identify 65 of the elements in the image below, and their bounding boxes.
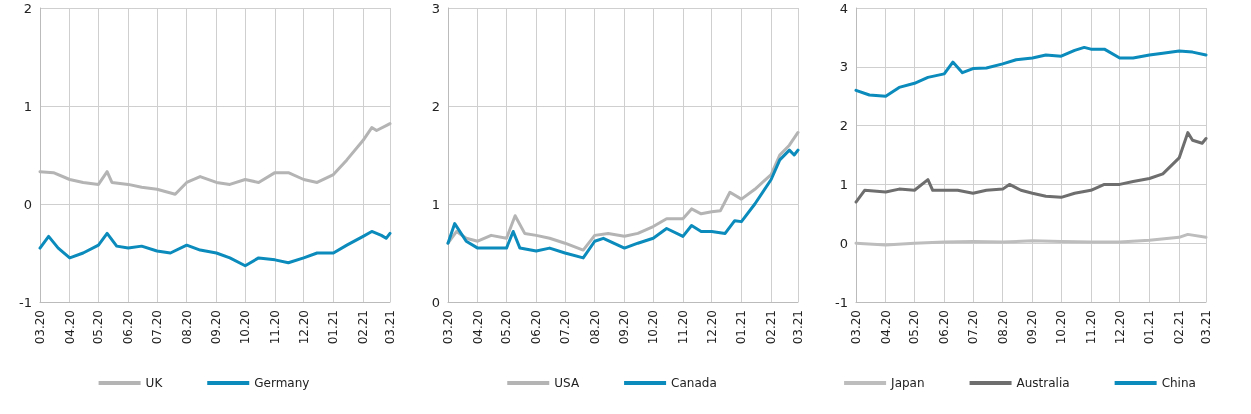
x-tick-label: 03.20 [849,310,863,345]
x-tick-label: 10.20 [238,310,253,345]
legend-label: USA [554,376,580,390]
y-tick-label: 3 [839,59,848,75]
x-tick-label: 07.20 [965,310,980,345]
x-tick-label: 07.20 [557,310,572,345]
x-tick-label: 04.20 [878,310,893,345]
x-tick-label: 10.20 [1054,310,1069,345]
x-tick-label: 12.20 [704,310,719,345]
y-tick-label: 3 [431,0,440,16]
x-tick-label: 09.20 [1025,310,1040,345]
line-series [38,229,392,268]
x-tick-label: 05.20 [907,310,922,345]
y-tick-label: 0 [23,196,32,212]
x-tick-label: 03.20 [441,310,455,345]
line-series [854,131,1208,204]
y-tick-label: 4 [839,0,848,16]
line-series [854,45,1208,98]
x-tick-label: 11.20 [1083,310,1098,345]
line-series [446,148,800,260]
x-tick-label: 08.20 [587,310,602,345]
legend-label: UK [145,376,164,390]
legend-label: Germany [254,376,310,390]
y-tick-label: 1 [839,176,848,192]
x-tick-label: 08.20 [995,310,1010,345]
x-tick-label: 09.20 [209,310,224,345]
x-tick-label: 10.20 [646,310,661,345]
x-tick-label: 06.20 [529,310,544,345]
legend-label: Canada [671,376,717,390]
x-tick-label: 05.20 [499,310,514,345]
y-tick-label: -1 [835,294,848,310]
x-tick-label: 03.21 [1199,310,1213,345]
y-tick-label: 2 [839,118,848,134]
x-tick-label: 05.20 [91,310,106,345]
x-tick-label: 04.20 [470,310,485,345]
legend-label: China [1161,376,1196,390]
x-tick-label: 11.20 [675,310,690,345]
x-tick-label: 06.20 [121,310,136,345]
x-tick-label: 12.20 [1112,310,1127,345]
legend-label: Australia [1016,376,1070,390]
x-tick-label: 06.20 [937,310,952,345]
x-tick-label: 02.21 [1172,310,1187,345]
y-tick-label: 0 [839,235,848,251]
x-tick-label: 04.20 [62,310,77,345]
x-tick-label: 12.20 [296,310,311,345]
x-tick-label: 11.20 [267,310,282,345]
x-tick-label: 03.21 [383,310,397,345]
x-tick-label: 02.21 [764,310,779,345]
x-tick-label: 01.21 [326,310,341,345]
x-tick-label: 01.21 [734,310,749,345]
x-tick-label: 01.21 [1142,310,1157,345]
legend-label: Japan [890,376,925,390]
y-tick-label: 1 [431,196,440,212]
y-tick-label: 2 [23,0,32,16]
y-tick-label: 2 [431,98,440,114]
x-tick-label: 03.21 [791,310,805,345]
x-tick-label: 07.20 [149,310,164,345]
y-tick-label: 0 [431,294,440,310]
x-tick-label: 09.20 [617,310,632,345]
line-series [446,130,800,252]
y-tick-label: 1 [23,98,32,114]
x-tick-label: 08.20 [179,310,194,345]
x-tick-label: 03.20 [33,310,47,345]
y-tick-label: -1 [19,294,32,310]
x-tick-label: 02.21 [356,310,371,345]
